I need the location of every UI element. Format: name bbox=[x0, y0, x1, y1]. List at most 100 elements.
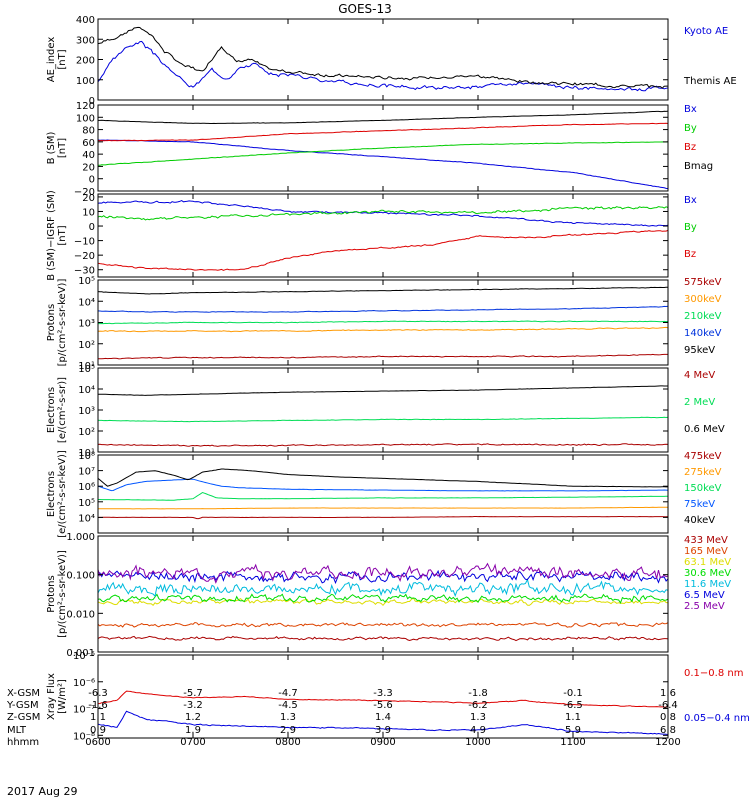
legend-entry: 4 MeV bbox=[684, 370, 715, 381]
date-label: 2017 Aug 29 bbox=[7, 785, 77, 798]
legend-entry: 433 MeV bbox=[684, 535, 728, 546]
y-axis-label: Xray Flux bbox=[46, 673, 57, 720]
orbit-cell: 4.9 bbox=[470, 725, 486, 736]
orbit-cell: 1.6 bbox=[660, 688, 676, 699]
legend-entry: 40keV bbox=[684, 515, 715, 526]
y-tick-label: 10 bbox=[82, 207, 95, 218]
y-axis-label: [e/(cm²-s-sr-keV)] bbox=[57, 450, 68, 538]
y-tick-label: 10⁸ bbox=[78, 451, 95, 462]
panel-1: 0 100 200 300 400 AE_index [nT] Kyoto AE Themis … bbox=[46, 15, 737, 107]
panel-frame bbox=[97, 535, 669, 653]
series-line-4-2 bbox=[98, 326, 668, 333]
panel-7: 0.001 0.010 0.100 1.000 Protons [p/(cm²-s-sr-… bbox=[46, 532, 731, 659]
series-line-3-3 bbox=[98, 229, 668, 271]
legend-entry: 165 MeV bbox=[684, 546, 728, 557]
legend-entry: 0.1−0.8 nm bbox=[684, 668, 743, 679]
legend-entry: 0.05−0.4 nm bbox=[684, 713, 750, 724]
series-line-6-2 bbox=[98, 506, 668, 510]
y-axis-label: [p/(cm²-s-sr-keV)] bbox=[57, 279, 68, 367]
legend-entry: 275keV bbox=[684, 467, 722, 478]
legend-entry: 300keV bbox=[684, 294, 722, 305]
y-tick-label: 0 bbox=[89, 96, 95, 107]
legend-entry: 0.6 MeV bbox=[684, 424, 725, 435]
y-tick-label: 10⁴ bbox=[78, 385, 95, 396]
legend-entry: Themis AE bbox=[683, 76, 737, 87]
y-tick-label: 10⁶ bbox=[78, 482, 95, 493]
series-line-6-5 bbox=[98, 468, 668, 488]
y-axis-label: Protons bbox=[46, 575, 57, 612]
panel-6: 10⁴ 10⁵ 10⁶ 10⁷ 10⁸ Electrons [e/(cm²-s-sr-keV… bbox=[46, 450, 722, 538]
y-tick-label: 10⁵ bbox=[78, 498, 95, 509]
series-line-6-3 bbox=[98, 491, 668, 501]
series-line-1-2 bbox=[98, 26, 668, 89]
series-line-7-5 bbox=[98, 578, 668, 598]
orbit-cell: 1100 bbox=[560, 737, 585, 748]
orbit-row-label: Y-GSM bbox=[6, 700, 39, 711]
y-tick-label: 0.010 bbox=[66, 609, 95, 620]
y-tick-label: 1.000 bbox=[66, 532, 95, 543]
y-tick-label: 100 bbox=[76, 76, 95, 87]
y-tick-label: −20 bbox=[74, 251, 95, 262]
legend-entry: 95keV bbox=[684, 345, 715, 356]
panel-frame bbox=[97, 454, 669, 534]
y-tick-label: 0 bbox=[89, 222, 95, 233]
y-tick-label: 10⁴ bbox=[78, 513, 95, 524]
orbit-cell: 0900 bbox=[370, 737, 395, 748]
y-tick-label: 10⁻⁶ bbox=[73, 678, 95, 689]
legend-entry: 575keV bbox=[684, 277, 722, 288]
panel-frame bbox=[97, 367, 669, 453]
y-tick-label: 10⁵ bbox=[78, 276, 95, 287]
y-tick-label: 100 bbox=[76, 113, 95, 124]
legend-entry: 475keV bbox=[684, 451, 722, 462]
panel-8: 10⁻⁸ 10⁻⁷ 10⁻⁶ 10⁻⁵ Xray Flux [W/m²] 0.1−0.8 n… bbox=[46, 651, 750, 742]
series-line-4-5 bbox=[98, 286, 668, 295]
orbit-cell: -6.2 bbox=[468, 700, 488, 711]
series-line-7-2 bbox=[98, 621, 668, 628]
y-tick-label: 300 bbox=[76, 35, 95, 46]
orbit-cell: 1.9 bbox=[185, 725, 201, 736]
legend-entry: 30.6 MeV bbox=[684, 568, 731, 579]
y-axis-label: [nT] bbox=[57, 138, 68, 158]
y-tick-label: 10³ bbox=[78, 319, 95, 330]
y-tick-label: 0 bbox=[89, 175, 95, 186]
chart-title: GOES-13 bbox=[338, 2, 392, 16]
series-line-3-1 bbox=[98, 200, 668, 227]
y-tick-label: 10⁻⁵ bbox=[73, 651, 95, 662]
orbit-cell: 0.9 bbox=[90, 725, 106, 736]
orbit-cell: -1.8 bbox=[468, 688, 488, 699]
legend-entry: By bbox=[684, 222, 697, 233]
orbit-cell: 0.8 bbox=[660, 712, 676, 723]
series-line-2-1 bbox=[98, 139, 668, 190]
y-tick-label: 10⁵ bbox=[78, 364, 95, 375]
orbit-cell: 5.9 bbox=[565, 725, 581, 736]
series-line-7-3 bbox=[98, 597, 668, 607]
orbit-cell: -6.5 bbox=[563, 700, 583, 711]
series-line-8-2 bbox=[98, 710, 668, 735]
legend-entry: 75keV bbox=[684, 499, 715, 510]
series-line-6-1 bbox=[98, 515, 668, 520]
orbit-cell: 6.8 bbox=[660, 725, 676, 736]
y-tick-label: 10² bbox=[78, 340, 95, 351]
legend-entry: 2.5 MeV bbox=[684, 601, 725, 612]
legend-entry: 63.1 MeV bbox=[684, 557, 731, 568]
orbit-cell: 1000 bbox=[465, 737, 490, 748]
orbit-row-label: hhmm bbox=[7, 737, 39, 748]
orbit-cell: 0600 bbox=[85, 737, 110, 748]
y-axis-label: Electrons bbox=[46, 471, 57, 517]
orbit-cell: 1.4 bbox=[375, 712, 391, 723]
series-line-4-4 bbox=[98, 305, 668, 313]
y-tick-label: 10⁻⁸ bbox=[73, 731, 95, 742]
y-axis-label: Protons bbox=[46, 304, 57, 341]
series-line-2-3 bbox=[98, 122, 668, 142]
orbit-cell: 1.3 bbox=[470, 712, 486, 723]
y-tick-label: 400 bbox=[76, 15, 95, 26]
legend-entry: Bx bbox=[684, 104, 697, 115]
y-tick-label: 120 bbox=[76, 101, 95, 112]
y-tick-label: 10⁷ bbox=[78, 467, 95, 478]
orbit-row-label: X-GSM bbox=[7, 688, 40, 699]
orbit-cell: 1.3 bbox=[280, 712, 296, 723]
series-line-8-1 bbox=[98, 690, 668, 708]
y-tick-label: 80 bbox=[82, 126, 95, 137]
